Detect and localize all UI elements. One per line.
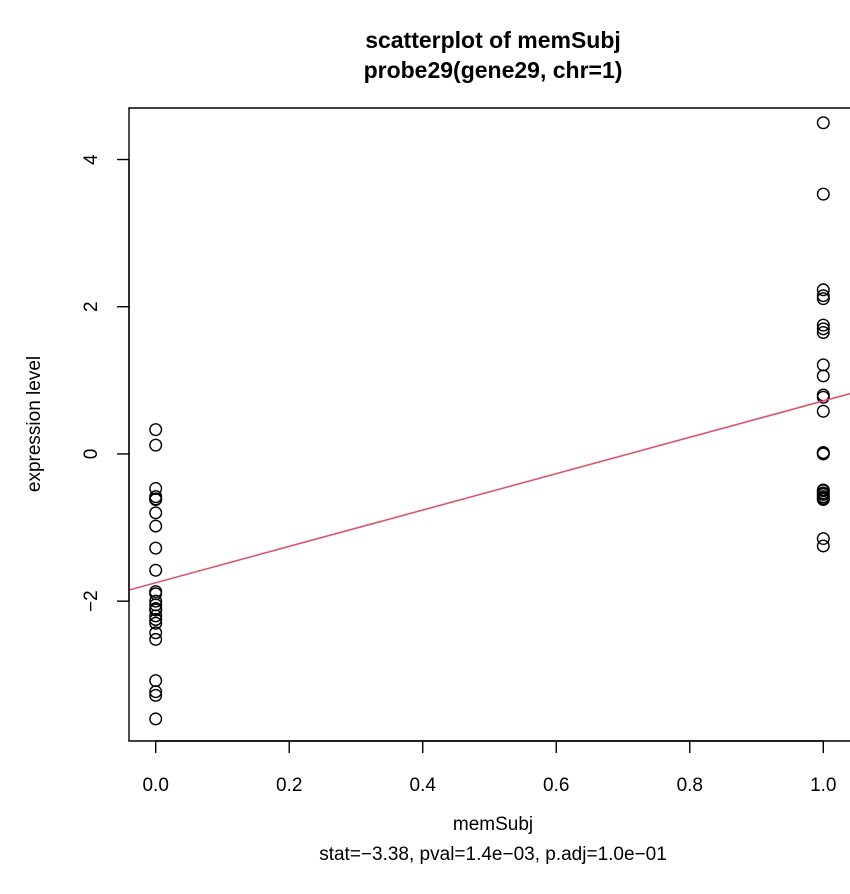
x-axis-label: memSubj [453, 814, 533, 835]
data-point [816, 187, 830, 201]
x-tick-label: 1.0 [810, 775, 836, 796]
x-tick-label: 0.2 [276, 775, 302, 796]
data-point [816, 358, 830, 372]
data-point [149, 541, 163, 555]
data-point [149, 613, 163, 627]
data-point [816, 116, 830, 130]
data-point [816, 369, 830, 383]
data-point [816, 484, 830, 498]
data-point [149, 712, 163, 726]
y-axis-label: expression level [24, 356, 45, 492]
data-point [149, 519, 163, 533]
data-point [149, 603, 163, 617]
chart-subtitle: probe29(gene29, chr=1) [364, 57, 623, 83]
data-point [149, 616, 163, 630]
data-point [149, 685, 163, 699]
x-tick-label: 0.0 [142, 775, 168, 796]
data-point [149, 594, 163, 608]
data-point [816, 318, 830, 332]
chart-footnote: stat=−3.38, pval=1.4e−03, p.adj=1.0e−01 [319, 844, 667, 865]
chart-title: scatterplot of memSubj [365, 27, 621, 53]
x-tick-label: 0.8 [677, 775, 703, 796]
data-point [149, 688, 163, 702]
data-point [149, 609, 163, 623]
data-point [149, 438, 163, 452]
axes-layer: 0.0 0.2 0.4 0.6 0.8 1.0 −2 0 2 4 [81, 154, 837, 796]
plot-frame [128, 107, 850, 742]
y-tick-label: 4 [81, 154, 102, 165]
x-tick-label: 0.6 [543, 775, 569, 796]
data-point [816, 404, 830, 418]
data-point [149, 506, 163, 520]
data-point [816, 283, 830, 297]
points-layer [129, 116, 850, 726]
data-point [816, 532, 830, 546]
data-point [149, 632, 163, 646]
data-point [816, 491, 830, 505]
data-point [816, 539, 830, 553]
x-tick-label: 0.4 [410, 775, 437, 796]
data-point [149, 423, 163, 437]
data-point [816, 289, 830, 303]
data-point [816, 446, 830, 460]
y-tick-label: −2 [81, 590, 102, 612]
data-point [816, 322, 830, 336]
plot-area [128, 107, 850, 742]
data-point [149, 674, 163, 688]
y-tick-label: 0 [81, 449, 102, 460]
data-point [149, 563, 163, 577]
data-point [149, 626, 163, 640]
regression-line [129, 392, 850, 591]
data-point [816, 487, 830, 501]
data-point [816, 292, 830, 306]
data-point [816, 325, 830, 339]
y-tick-label: 2 [81, 301, 102, 312]
data-point [149, 493, 163, 507]
